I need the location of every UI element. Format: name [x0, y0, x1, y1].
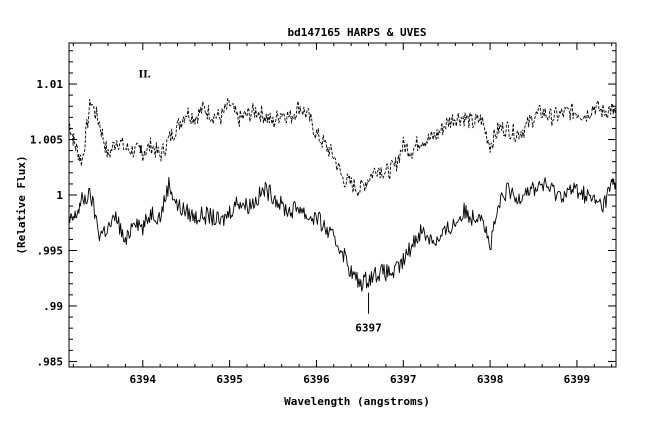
- x-tick-label: 6397: [390, 373, 417, 386]
- x-axis-label: Wavelength (angstroms): [284, 395, 430, 408]
- series-line-i: [68, 176, 617, 292]
- series-layer: [68, 98, 617, 292]
- y-tick-label: 1: [56, 189, 63, 202]
- x-tick-label: 6396: [303, 373, 330, 386]
- y-axis-label: (Relative Flux): [15, 155, 28, 254]
- y-tick-label: 1.01: [37, 78, 64, 91]
- y-tick-label: .995: [37, 244, 64, 257]
- y-tick-label: 1.005: [30, 134, 63, 147]
- series-line-ii: [68, 98, 617, 197]
- x-axis-ticks: 6394 6395 6396 6397 6398 6399: [72, 43, 613, 386]
- x-tick-label: 6398: [477, 373, 504, 386]
- y-axis-ticks: .985 .99 .995 1 1.005 1.01: [30, 50, 616, 368]
- x-tick-label: 6394: [130, 373, 157, 386]
- chart-title: bd147165 HARPS & UVES: [287, 26, 426, 39]
- annotation-label: I.: [138, 142, 146, 156]
- annotation-label: II.: [138, 66, 150, 80]
- plot-frame: [68, 42, 617, 368]
- y-tick-label: .985: [37, 355, 64, 368]
- annotations-layer: II. I. 6397: [138, 66, 381, 334]
- annotation-label: 6397: [355, 321, 382, 334]
- x-tick-label: 6395: [216, 373, 243, 386]
- y-tick-label: .99: [43, 300, 63, 313]
- x-tick-label: 6399: [564, 373, 591, 386]
